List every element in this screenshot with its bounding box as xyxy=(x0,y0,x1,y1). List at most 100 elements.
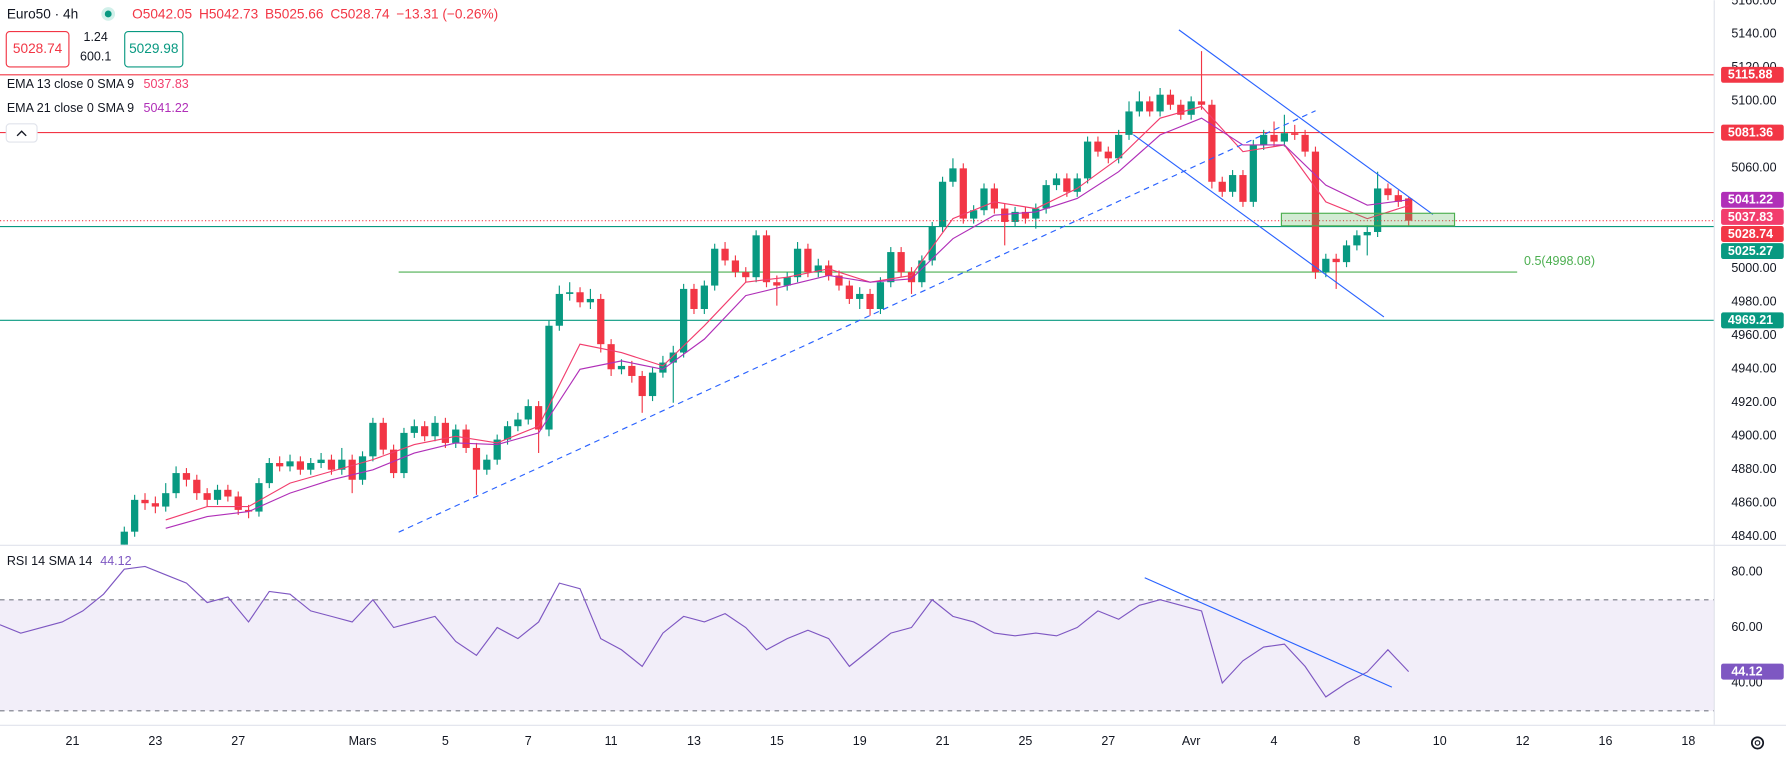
y-tick-label: 4980.00 xyxy=(1731,295,1776,309)
candle-body xyxy=(369,422,377,457)
candle-body xyxy=(1187,101,1195,115)
axes: 21 23 27 Mars 5 7 11 13 15 19 21 25 27 Avr 4 8 10 12 16 18 4… xyxy=(66,0,1784,748)
candle-body xyxy=(835,275,843,286)
ask-box[interactable] xyxy=(124,31,184,68)
legend-name: EMA 13 close 0 SMA 9 xyxy=(7,77,134,91)
rsi-title: RSI 14 SMA 14 xyxy=(7,554,93,568)
legend-name: EMA 21 close 0 SMA 9 xyxy=(7,101,134,115)
y-tick-label: 5140.00 xyxy=(1731,27,1776,41)
header: Euro50 · 4h O5042.05 H5042.73 B5025.66 C502… xyxy=(5,7,498,568)
candle-body xyxy=(1135,101,1143,112)
ohlc-value: H5042.73 xyxy=(199,7,258,22)
candle-body xyxy=(1156,94,1164,112)
candle-body xyxy=(752,235,760,278)
price-tag-label: 5115.88 xyxy=(1728,68,1773,82)
candle-body xyxy=(679,288,688,353)
candle-body xyxy=(928,226,936,261)
channel-line xyxy=(1178,29,1434,215)
candle-body xyxy=(897,252,905,273)
collapse-button[interactable] xyxy=(5,123,38,143)
candle-body xyxy=(141,499,149,504)
price-tag xyxy=(1721,226,1784,242)
candle-body xyxy=(503,426,512,440)
ask-price[interactable]: 5029.98 xyxy=(129,41,178,56)
candle-body xyxy=(296,461,305,470)
ohlc-value: O5042.05 xyxy=(132,7,192,22)
x-tick-label: 23 xyxy=(148,734,162,748)
candle-body xyxy=(338,459,346,470)
rsi-line xyxy=(0,565,1410,698)
zone xyxy=(1280,212,1456,227)
candle-body xyxy=(1322,258,1330,273)
bid-price[interactable]: 5028.74 xyxy=(13,41,63,56)
candle-body xyxy=(762,235,771,283)
candle-body xyxy=(887,252,895,283)
candle-body xyxy=(669,352,677,363)
candle-body xyxy=(421,426,429,437)
y-tick-label: 4880.00 xyxy=(1731,462,1776,476)
y-tick-label: 4960.00 xyxy=(1731,328,1776,342)
candle-body xyxy=(182,473,191,480)
candle-body xyxy=(348,459,356,480)
bid-box[interactable] xyxy=(5,31,70,68)
candle-body xyxy=(1021,211,1030,219)
candle-body xyxy=(524,406,532,420)
candle-body xyxy=(1166,94,1175,105)
candle-body xyxy=(1011,211,1019,222)
candle-body xyxy=(690,288,698,309)
candle-body xyxy=(462,429,470,448)
settings-button[interactable] xyxy=(1750,736,1765,750)
gear-center[interactable] xyxy=(1754,740,1761,746)
candle-body xyxy=(742,272,750,278)
candle-body xyxy=(597,298,605,345)
candle-body xyxy=(1001,208,1009,222)
candle-body xyxy=(1270,134,1278,142)
x-tick-label: Avr xyxy=(1182,734,1201,748)
candle-body xyxy=(700,285,708,309)
candle-body xyxy=(120,531,128,545)
candle-body xyxy=(379,422,387,450)
spread: 1.24 xyxy=(83,30,107,44)
x-tick-label: 19 xyxy=(853,734,867,748)
candle-body xyxy=(721,248,729,261)
candle-body xyxy=(1332,258,1340,263)
x-tick-label: 25 xyxy=(1018,734,1032,748)
chevron-icon[interactable] xyxy=(16,130,27,137)
candle-body xyxy=(1032,208,1040,219)
candle-body xyxy=(1260,134,1268,145)
x-tick-label: 10 xyxy=(1433,734,1447,748)
candle-body xyxy=(586,298,595,303)
candle-body xyxy=(534,406,543,430)
price-tag xyxy=(1721,208,1784,225)
candle-body xyxy=(1052,178,1061,186)
candle-body xyxy=(317,459,325,464)
legend-value: 5037.83 xyxy=(144,77,189,91)
candle-body xyxy=(1208,104,1216,182)
candle-body xyxy=(1073,178,1081,192)
candle-body xyxy=(472,447,481,470)
ema-line xyxy=(165,117,1409,529)
candle-body xyxy=(255,483,263,512)
candle-body xyxy=(1405,198,1413,221)
candle-body xyxy=(856,293,864,299)
candle-body xyxy=(1104,151,1112,159)
candle-body xyxy=(907,272,916,283)
gear-icon[interactable] xyxy=(1750,736,1765,750)
candle-body xyxy=(825,265,833,276)
candle-body xyxy=(970,210,978,219)
candle-body xyxy=(1146,101,1154,112)
symbol-title: Euro50 · 4h xyxy=(7,7,78,22)
candle-body xyxy=(804,248,812,273)
price-tag-label: 5025.27 xyxy=(1728,244,1773,258)
candle-body xyxy=(959,168,967,219)
candle-body xyxy=(555,293,563,326)
drawings xyxy=(398,29,1456,688)
price-tag-label: 5081.36 xyxy=(1728,125,1773,139)
rsi-pane xyxy=(0,565,1715,712)
candle-body xyxy=(483,459,491,470)
rsi-tick-label: 60.00 xyxy=(1731,620,1762,634)
candle-body xyxy=(493,439,501,460)
price-tag-label: 5028.74 xyxy=(1728,227,1773,241)
trend-line xyxy=(398,110,1316,533)
volume: 600.1 xyxy=(80,50,111,64)
